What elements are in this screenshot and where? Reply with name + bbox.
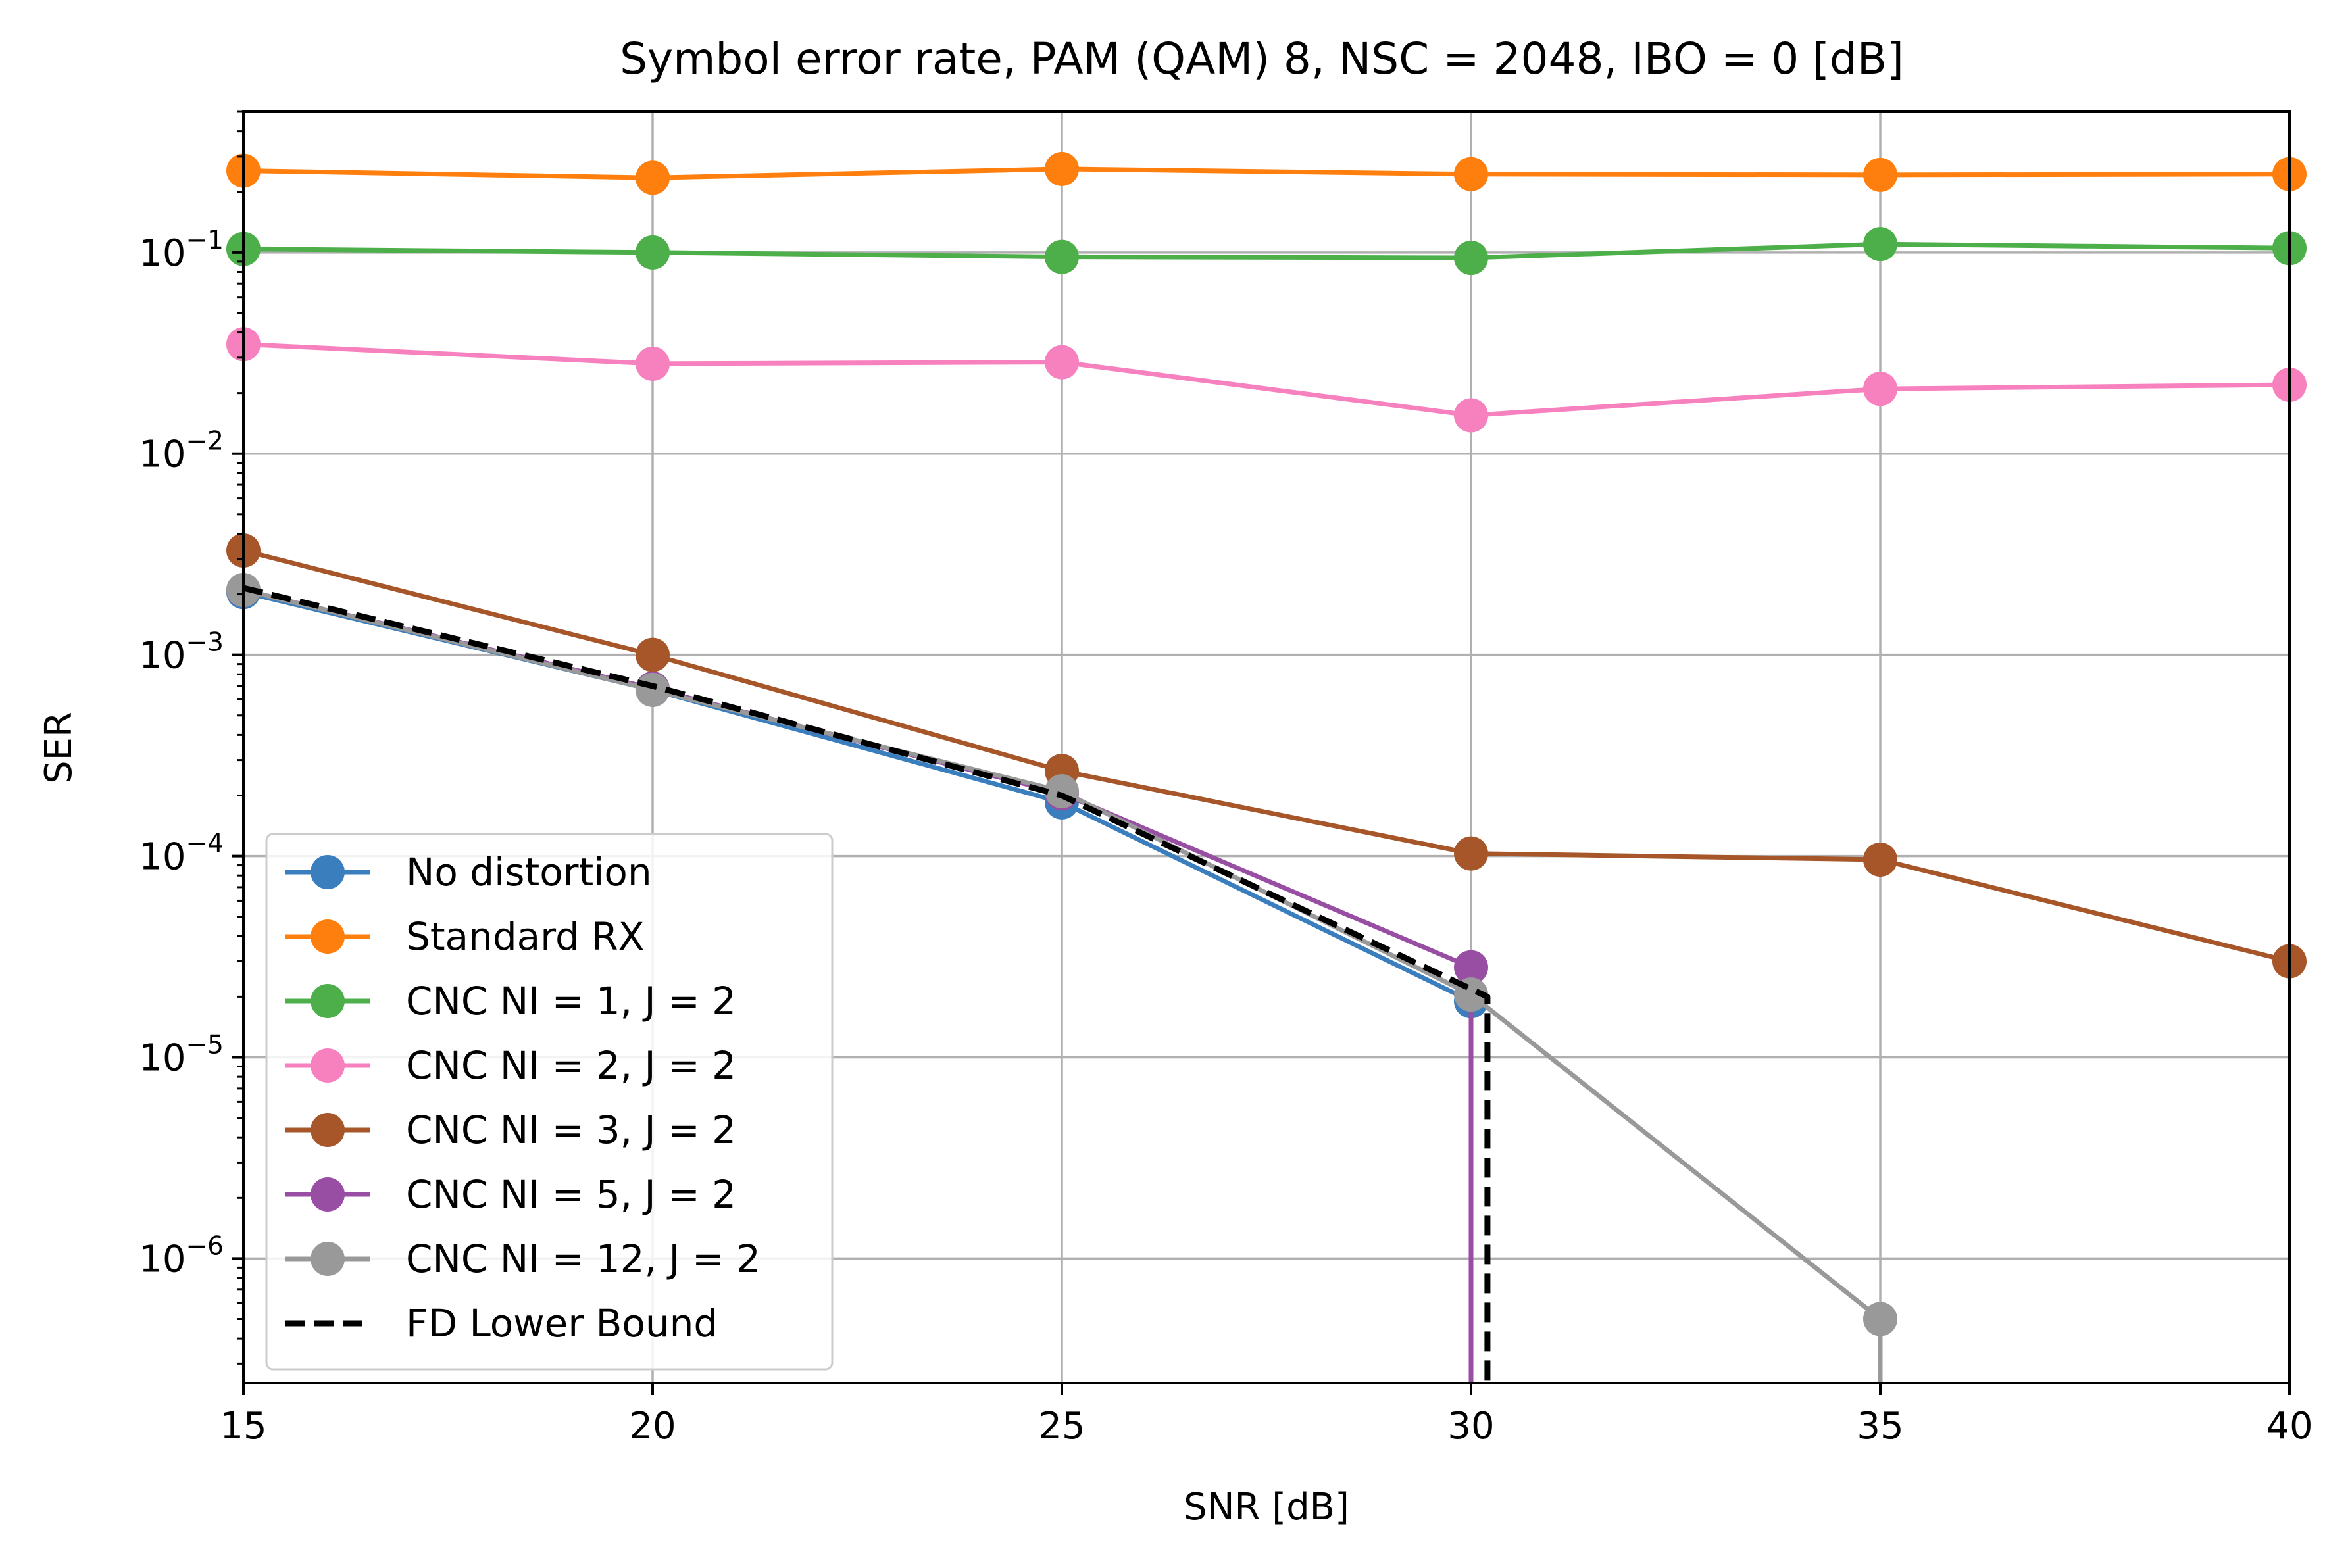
y-tick-label: 10−1 (139, 226, 224, 275)
data-point (1045, 345, 1079, 380)
data-point (1863, 372, 1897, 406)
data-point (1454, 950, 1488, 985)
legend-marker (311, 1113, 345, 1147)
legend-label: No distortion (406, 850, 652, 894)
legend-marker (311, 1048, 345, 1083)
data-point (1863, 1302, 1897, 1336)
data-point (1863, 842, 1897, 877)
data-point (636, 346, 670, 381)
legend-box (265, 833, 834, 1371)
series-line (243, 241, 2289, 260)
legend-marker (311, 919, 345, 954)
data-point (1454, 398, 1488, 433)
series-line (243, 548, 2289, 964)
chart-title: Symbol error rate, PAM (QAM) 8, NSC = 20… (620, 34, 1904, 84)
legend: No distortion Standard RX CNC NI = 1, J = … (265, 833, 834, 1371)
plot-area-frame (242, 110, 2291, 1384)
data-point (1454, 241, 1488, 276)
legend-label: CNC NI = 5, J = 2 (406, 1172, 736, 1217)
x-axis-label: SNR [dB] (1184, 1486, 1349, 1529)
data-point (1863, 227, 1897, 262)
legend-label: CNC NI = 2, J = 2 (406, 1043, 736, 1088)
series-line (243, 341, 2289, 418)
data-point (1045, 239, 1079, 274)
legend-label: CNC NI = 12, J = 2 (406, 1237, 761, 1281)
y-tick-label: 10−5 (139, 1030, 224, 1079)
legend-marker (311, 855, 345, 889)
data-point (1863, 157, 1897, 192)
data-point (636, 637, 670, 672)
x-tick-label: 30 (1447, 1405, 1494, 1448)
grid (242, 112, 2291, 1383)
data-point (636, 160, 670, 195)
x-tick-label: 20 (629, 1405, 676, 1448)
legend-label: FD Lower Bound (406, 1301, 718, 1346)
series-line (243, 166, 2289, 180)
series-1 (226, 151, 2307, 195)
y-tick-label: 10−2 (139, 427, 224, 476)
x-tick-label: 25 (1038, 1405, 1085, 1448)
y-tick-label: 10−6 (139, 1231, 224, 1281)
series-2 (226, 227, 2307, 276)
y-axis-label: SER (37, 712, 80, 784)
y-tick-label: 10−3 (139, 628, 224, 677)
series-6 (226, 573, 1897, 1383)
legend-label: Standard RX (406, 914, 644, 959)
data-point (1045, 151, 1079, 186)
axes: 15 20 25 30 35 40 10−1 10−2 10−3 10−4 10−5 10−6 (139, 110, 2313, 1448)
legend-marker (311, 1242, 345, 1276)
legend-label: CNC NI = 3, J = 2 (406, 1108, 736, 1152)
data-point (1454, 836, 1488, 871)
legend-marker (311, 984, 345, 1018)
y-tick-label: 10−4 (139, 829, 224, 879)
series-lines (226, 151, 2307, 1383)
data-point (636, 672, 670, 707)
series-line (243, 585, 1491, 1383)
x-tick-label: 35 (1857, 1405, 1903, 1448)
x-tick-label: 15 (220, 1405, 266, 1448)
legend-label: CNC NI = 1, J = 2 (406, 979, 736, 1023)
legend-marker (311, 1177, 345, 1212)
data-point (636, 235, 670, 270)
data-point (1454, 157, 1488, 191)
series-7 (243, 585, 1491, 1383)
x-tick-label: 40 (2266, 1405, 2312, 1448)
